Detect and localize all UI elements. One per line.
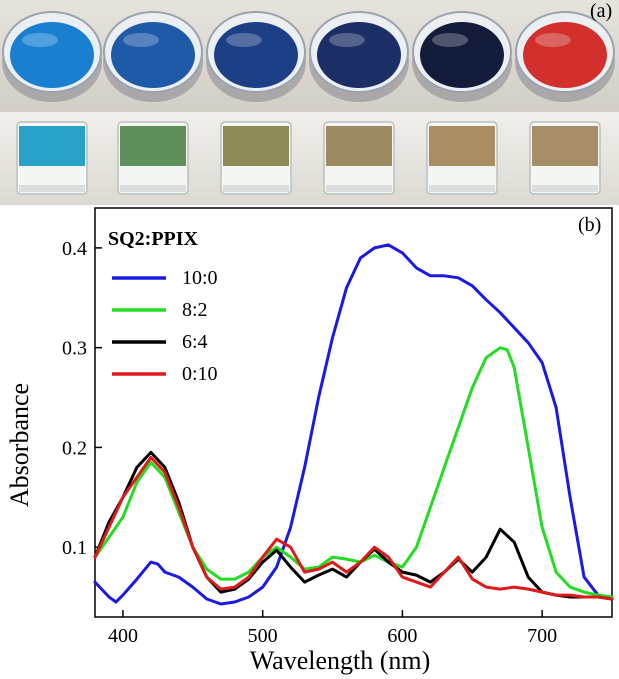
film-coating [326, 126, 392, 166]
glass-edge [120, 185, 186, 192]
glass-edge [429, 185, 495, 192]
petri-dish-6 [515, 11, 615, 102]
film-sample-5 [426, 121, 498, 195]
dish-liquid [214, 22, 298, 88]
film-sample-2 [117, 121, 189, 195]
film-sample-6 [529, 121, 601, 195]
y-tick-label: 0.2 [62, 437, 87, 459]
film-coating [532, 126, 598, 166]
x-tick-label: 500 [248, 625, 278, 647]
dish-liquid [420, 22, 504, 88]
x-axis-title: Wavelength (nm) [250, 646, 431, 675]
film-sample-4 [323, 121, 395, 195]
glass-edge [223, 185, 289, 192]
glass-edge [532, 185, 598, 192]
y-tick-label: 0.4 [62, 238, 87, 260]
dish-highlight [535, 33, 571, 47]
dish-highlight [22, 33, 58, 47]
y-tick-label: 0.1 [62, 537, 87, 559]
film-sample-1 [16, 121, 88, 195]
dish-highlight [123, 33, 159, 47]
dish-liquid [10, 22, 94, 88]
x-tick-label: 400 [108, 625, 138, 647]
panel-a-label: (a) [590, 0, 612, 22]
film-row [16, 121, 601, 195]
legend-title: SQ2:PPIX [108, 228, 199, 250]
petri-dish-4 [309, 11, 409, 102]
sample-photograph: (a) [0, 0, 619, 205]
legend-label: 8:2 [182, 299, 208, 321]
dish-highlight [226, 33, 262, 47]
series-line-8-2 [93, 346, 614, 599]
dish-liquid [523, 22, 607, 88]
series-line-0-10 [93, 455, 614, 601]
petri-dish-row [2, 11, 615, 102]
dish-liquid [111, 22, 195, 88]
legend-label: 6:4 [182, 331, 208, 353]
series-lines [93, 243, 614, 606]
petri-dish-1 [2, 11, 102, 102]
film-coating [223, 126, 289, 166]
series-line-10-0 [93, 243, 614, 606]
series-line-6-4 [93, 450, 614, 601]
glass-edge [19, 185, 85, 192]
film-row-background [0, 112, 619, 205]
x-tick-label: 700 [527, 625, 557, 647]
petri-dish-5 [412, 11, 512, 102]
legend-label: 10:0 [182, 267, 218, 289]
x-tick-label: 600 [387, 625, 417, 647]
y-tick-label: 0.3 [62, 338, 87, 360]
y-axis-title: Absorbance [5, 383, 34, 507]
glass-edge [326, 185, 392, 192]
plot-area-frame [94, 207, 613, 618]
dish-highlight [329, 33, 365, 47]
petri-dish-2 [103, 11, 203, 102]
dish-highlight [432, 33, 468, 47]
film-coating [120, 126, 186, 166]
legend-label: 0:10 [182, 363, 218, 385]
dish-liquid [317, 22, 401, 88]
film-coating [19, 126, 85, 166]
legend: SQ2:PPIX 10:0 8:2 6:4 0:10 [108, 228, 218, 385]
film-coating [429, 126, 495, 166]
film-sample-3 [220, 121, 292, 195]
panel-b-label: (b) [578, 214, 601, 236]
axis-ticks: 400 500 600 700 0.1 0.2 0.3 0.4 [62, 238, 557, 647]
petri-dish-3 [206, 11, 306, 102]
absorbance-chart: 400 500 600 700 0.1 0.2 0.3 0.4 SQ2:PPIX 10:0 8:… [5, 207, 614, 675]
